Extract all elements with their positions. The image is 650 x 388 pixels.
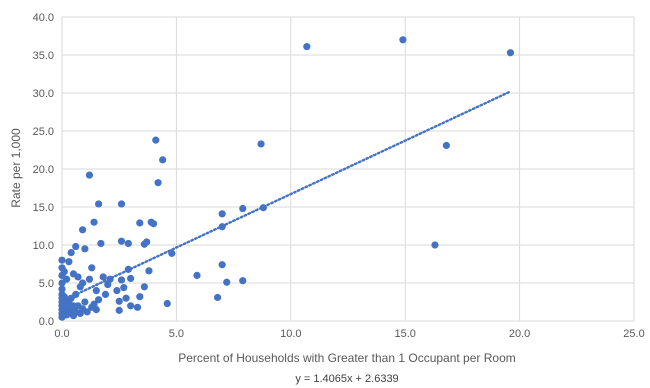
data-point (442, 141, 450, 150)
y-tick-label: 20.0 (33, 164, 54, 176)
data-point (88, 264, 96, 272)
data-point (136, 219, 144, 227)
data-point (78, 279, 87, 287)
data-point (97, 239, 105, 248)
data-point (101, 290, 110, 298)
data-point (78, 226, 87, 234)
data-point (223, 278, 231, 286)
data-point (303, 43, 311, 51)
data-point (115, 306, 123, 314)
y-tick-label: 5.0 (39, 278, 54, 290)
data-point (239, 277, 247, 285)
data-point (85, 171, 94, 179)
y-tick-label: 15.0 (33, 202, 54, 214)
data-point (90, 218, 98, 226)
y-tick-label: 35.0 (33, 50, 54, 62)
trendline-equation: y = 1.4065x + 2.6339 (295, 373, 398, 385)
y-tick-labels: 0.0 5.0 10.0 15.0 20.0 25.0 30.0 35.0 40.0 (33, 12, 54, 328)
x-tick-label: 20.0 (509, 328, 530, 340)
data-point (218, 210, 226, 218)
data-point (72, 290, 80, 298)
trendline-group (60, 90, 512, 303)
data-point (213, 293, 222, 302)
data-point (218, 261, 226, 269)
data-point (106, 275, 114, 283)
data-point (58, 285, 66, 293)
data-point (399, 36, 407, 44)
data-point (168, 249, 176, 257)
data-point (117, 200, 126, 208)
x-tick-label: 5.0 (169, 328, 184, 340)
y-tick-label: 30.0 (33, 88, 54, 100)
data-point (124, 239, 132, 248)
data-point (145, 267, 153, 275)
data-point (95, 200, 103, 208)
x-tick-labels: 0.0 5.0 10.0 15.0 20.0 25.0 (54, 328, 644, 340)
data-point (506, 49, 515, 57)
data-point (143, 238, 151, 246)
data-point (259, 204, 267, 212)
x-tick-label: 10.0 (280, 328, 301, 340)
data-point (58, 256, 66, 264)
data-point (124, 265, 132, 273)
data-point (127, 302, 135, 310)
data-point (120, 283, 128, 292)
data-point (72, 242, 80, 251)
data-point (65, 258, 73, 266)
x-tick-label: 15.0 (394, 328, 415, 340)
data-point (140, 283, 148, 291)
trendline (60, 90, 512, 303)
y-tick-label: 10.0 (33, 240, 54, 252)
x-axis-title: Percent of Households with Greater than … (178, 351, 516, 365)
data-points (58, 36, 515, 321)
data-point (127, 274, 135, 283)
data-point (117, 276, 126, 284)
data-point (83, 308, 91, 316)
data-point (60, 268, 68, 276)
gridlines (61, 16, 635, 322)
data-point (218, 223, 226, 231)
data-point (92, 287, 100, 295)
data-point (136, 293, 144, 301)
y-tick-label: 25.0 (33, 126, 54, 138)
data-point (152, 136, 160, 144)
data-point (62, 275, 71, 283)
data-point (122, 294, 130, 302)
data-point (81, 245, 89, 253)
data-point (431, 241, 439, 249)
data-point (117, 237, 126, 245)
data-point (74, 273, 82, 281)
data-point (92, 306, 100, 314)
x-tick-label: 0.0 (54, 328, 69, 340)
data-point (257, 140, 265, 148)
data-point (95, 296, 103, 304)
data-point (115, 297, 123, 305)
data-point (133, 303, 142, 311)
data-point (149, 220, 158, 228)
data-point (159, 156, 167, 164)
data-point (81, 298, 89, 306)
data-point (193, 271, 201, 279)
data-point (99, 273, 107, 281)
y-axis-title: Rate per 1,000 (9, 128, 23, 208)
data-point (154, 179, 162, 187)
data-point (85, 275, 94, 283)
data-point (113, 287, 121, 295)
data-point (239, 204, 247, 213)
x-tick-label: 25.0 (623, 328, 644, 340)
y-tick-label: 40.0 (33, 12, 54, 24)
data-point (67, 249, 75, 257)
data-point (163, 299, 171, 308)
y-tick-label: 0.0 (39, 316, 54, 328)
